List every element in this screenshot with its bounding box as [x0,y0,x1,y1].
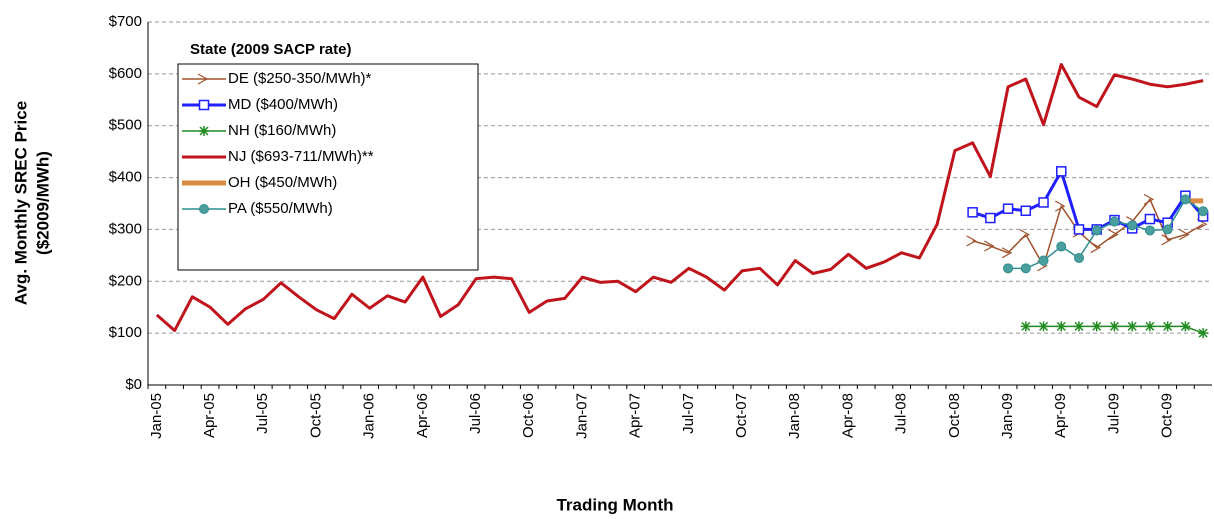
legend-title: State (2009 SACP rate) [190,41,351,58]
marker [1020,205,1032,217]
series-line [1008,198,1204,270]
y-tick-label: $700 [109,13,142,30]
series [1003,194,1209,274]
marker [1109,321,1120,332]
x-tick-label: Jul-06 [467,393,484,434]
x-tick-label: Jul-05 [254,393,271,434]
y-axis-label: Avg. Monthly SREC Price [11,101,30,305]
y-tick-label: $600 [109,65,142,82]
x-tick-label: Apr-06 [414,393,431,438]
marker [1108,229,1119,241]
marker [1020,321,1031,332]
marker [1091,321,1102,332]
marker [199,126,209,136]
x-tick-label: Apr-08 [839,393,856,438]
y-tick-label: $300 [109,220,142,237]
marker [1020,263,1031,274]
y-tick-label: $100 [109,324,142,341]
legend-label: MD ($400/MWh) [228,96,338,113]
x-tick-label: Apr-09 [1052,393,1069,438]
legend-label: DE ($250-350/MWh)* [228,70,372,87]
legend-marker [197,73,209,85]
marker [1144,321,1155,332]
marker [197,73,209,85]
legend-label: NH ($160/MWh) [228,122,336,139]
x-tick-label: Jan-09 [999,393,1016,439]
series-line [155,63,1204,333]
x-tick-label: Jan-05 [148,393,165,439]
marker [1144,213,1156,225]
x-tick-label: Oct-09 [1159,393,1176,438]
marker [1161,234,1172,246]
marker [1056,166,1067,177]
marker [967,207,978,218]
x-tick-label: Oct-08 [946,393,963,438]
marker [1056,321,1067,332]
marker [1019,229,1031,241]
marker [1074,321,1084,332]
legend: State (2009 SACP rate) DE ($250-350/MWh)*… [177,41,479,271]
y-axis-label: ($2009/MWh) [33,151,52,255]
marker [1127,321,1138,332]
legend-label: PA ($550/MWh) [228,200,333,217]
marker [1038,197,1049,208]
y-tick-label: $400 [109,169,142,186]
marker [1054,200,1066,212]
marker [1073,224,1085,235]
marker [1144,225,1155,236]
marker [1056,241,1067,252]
x-tick-label: Jan-06 [361,393,378,439]
marker [1038,255,1049,266]
x-tick-label: Jul-08 [893,393,910,434]
marker [1143,193,1155,205]
series [1020,321,1209,339]
legend-label: NJ ($693-711/MWh)** [228,148,374,165]
marker [1038,321,1049,332]
x-tick-label: Apr-05 [201,393,218,438]
x-tick-label: Jul-07 [680,393,697,434]
x-tick-label: Apr-07 [627,393,644,438]
marker [1180,321,1191,332]
legend-marker [199,126,209,136]
y-tick-label: $200 [109,272,142,289]
marker [1109,216,1120,227]
legend-label: OH ($450/MWh) [228,174,337,191]
marker [966,235,977,247]
marker [1179,229,1190,241]
marker [984,240,995,252]
legend-marker [199,204,209,214]
x-tick-label: Oct-05 [307,393,324,438]
x-tick-label: Jan-08 [786,393,803,439]
legend-box [177,63,479,271]
marker [1003,263,1014,274]
marker [1127,220,1138,231]
x-axis-label: Trading Month [556,495,673,514]
marker [1180,194,1191,205]
marker [1002,203,1014,214]
x-tick-label: Jul-09 [1105,393,1122,434]
y-tick-label: $500 [109,117,142,134]
marker [1162,224,1173,235]
x-tick-label: Jan-07 [573,393,590,439]
marker [198,99,210,111]
marker [1198,206,1209,217]
marker [1198,328,1209,339]
marker [1074,252,1084,263]
marker [1001,247,1013,259]
marker [199,204,209,214]
marker [1091,225,1102,236]
x-tick-label: Oct-06 [520,393,537,438]
marker [1162,321,1173,332]
marker [1090,242,1101,254]
y-tick-label: $0 [125,376,142,393]
marker [985,212,996,224]
legend-marker [198,99,210,111]
x-tick-label: Oct-07 [733,393,750,438]
series [155,63,1204,333]
